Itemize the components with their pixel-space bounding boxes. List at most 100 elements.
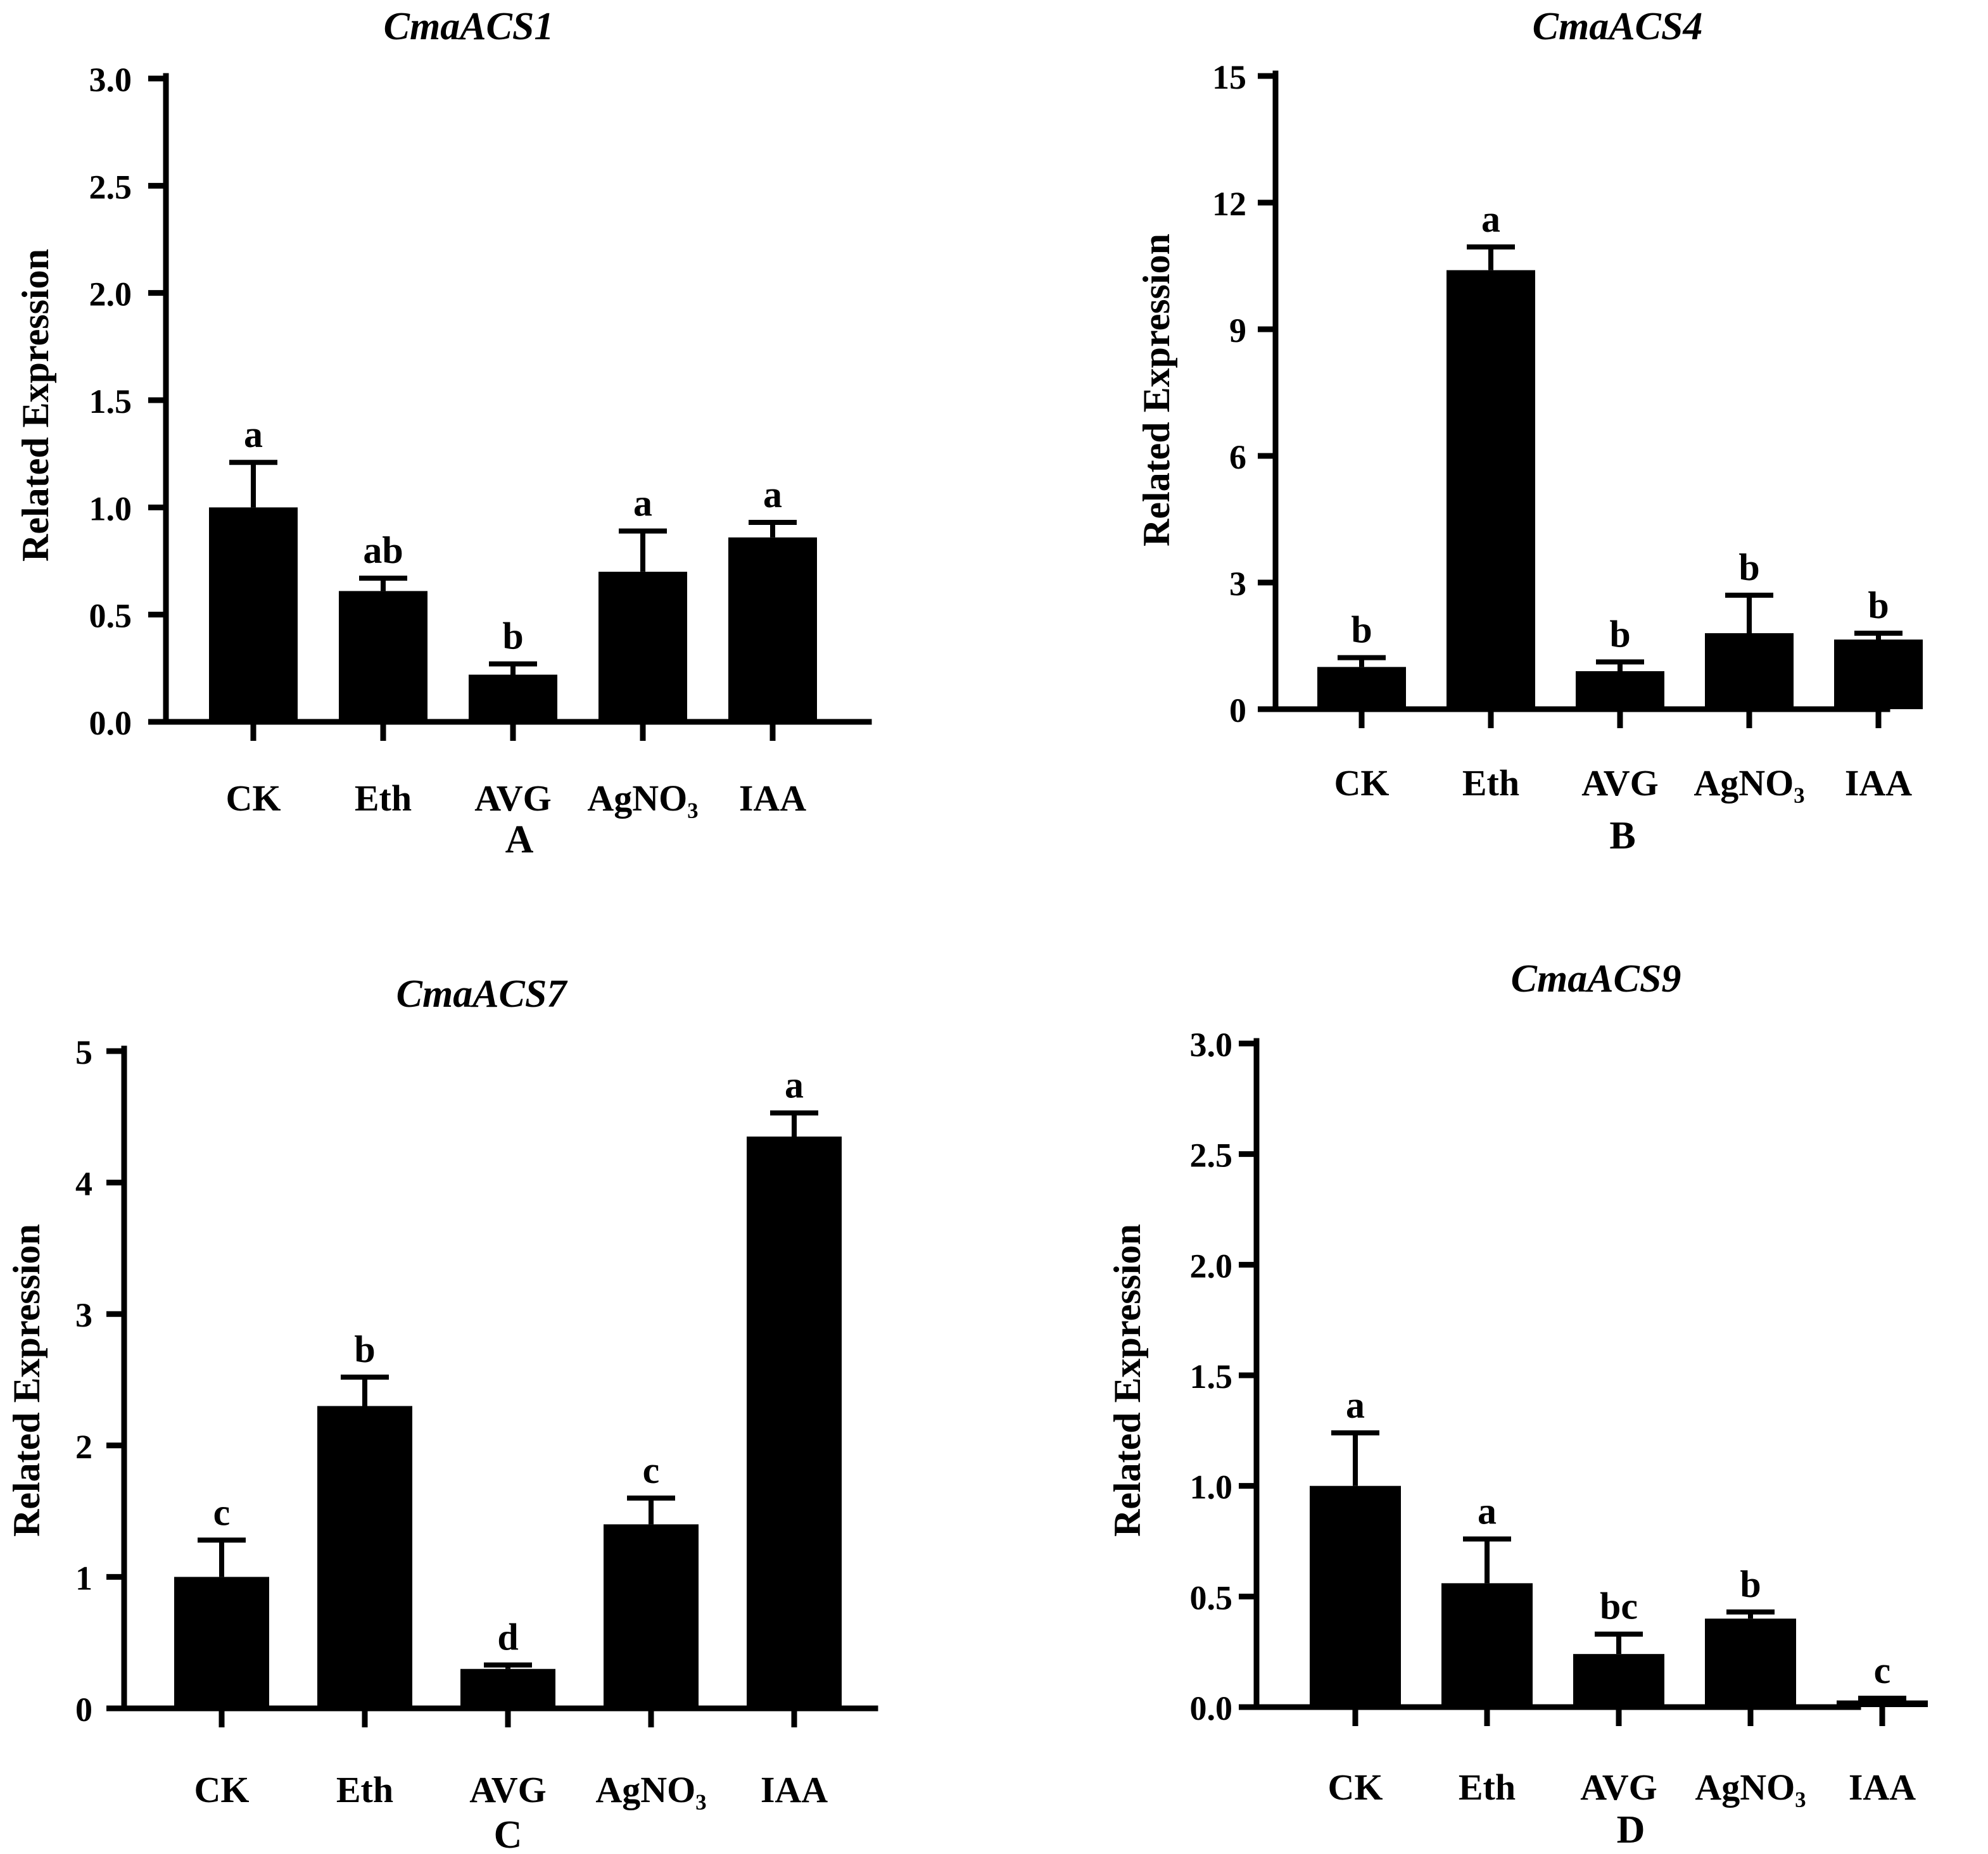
x-tick-label: AVG [1580,1767,1657,1808]
y-tick-label: 0.5 [1190,1579,1233,1617]
x-tick-label: AVG [1581,762,1658,804]
significance-label: b [1738,546,1759,588]
y-tick-label: 1.5 [89,382,132,420]
significance-label: a [1481,198,1500,240]
y-tick-label: 6 [1229,438,1246,476]
x-tick-label: Eth [355,778,412,819]
panel-label: B [1609,814,1635,857]
x-tick-label: AVG [469,1769,546,1810]
y-axis-label: Related Expression [15,249,56,562]
bar [1317,667,1406,709]
bar [747,1136,842,1708]
chart-panel-a: CmaACS1 0.0 0.5 1.0 1.5 2.0 2.5 3.0 Related Expr… [15,5,872,861]
y-tick-label: 15 [1212,58,1246,96]
y-axis-label: Related Expression [6,1224,47,1537]
x-tick-label: AgNO₃ [1694,762,1804,804]
y-tick-label: 2 [75,1428,92,1466]
x-tick-label: CK [1334,762,1390,804]
y-tick-label: 0.0 [89,704,132,742]
y-tick-label: 5 [75,1033,92,1071]
y-tick-label: 0.0 [1190,1689,1233,1727]
bar [1310,1485,1401,1707]
significance-label: a [763,474,782,515]
y-tick-label: 2.5 [89,168,132,206]
y-tick-label: 2.0 [89,275,132,313]
y-tick-label: 3 [1229,565,1246,603]
y-tick-label: 3.0 [1190,1026,1233,1064]
x-tick-label: AgNO₃ [1695,1767,1806,1808]
bar [339,591,427,722]
panel-label: A [505,818,534,861]
chart-title: CmaACS9 [1511,957,1681,1000]
y-tick-label: 2.0 [1190,1247,1233,1285]
significance-label: a [785,1064,804,1106]
significance-label: a [1346,1384,1365,1426]
bar [728,537,817,722]
x-tick-label: AgNO₃ [595,1769,706,1810]
significance-label: a [633,482,652,524]
significance-label: c [643,1449,660,1491]
y-tick-label: 9 [1229,312,1246,350]
significance-label: a [1478,1491,1497,1532]
chart-panel-d: CmaACS9 0.0 0.5 1.0 1.5 2.0 2.5 3.0 Related Expr… [1106,957,1928,1851]
y-tick-label: 1.5 [1190,1358,1233,1396]
bar [1705,633,1794,709]
chart-title: CmaACS7 [396,973,569,1016]
x-tick-label: CK [1328,1767,1383,1808]
chart-title: CmaACS4 [1533,5,1703,48]
significance-label: b [1351,609,1372,651]
bar [1834,640,1923,709]
bar [209,507,298,722]
y-tick-label: 12 [1212,185,1246,223]
chart-panel-b: CmaACS4 0 3 6 9 12 15 Related Expression CK b Eth a… [1136,5,1923,857]
bar [1573,1654,1664,1707]
bar [1447,270,1535,710]
x-tick-label: CK [226,778,281,819]
y-tick-label: 1.0 [89,489,132,527]
y-tick-label: 3.0 [89,61,132,99]
bar [604,1524,699,1708]
x-tick-label: AgNO₃ [587,778,698,819]
significance-label: ab [363,529,403,571]
x-tick-label: Eth [336,1769,393,1810]
bar [1441,1583,1533,1707]
panel-label: D [1617,1808,1645,1851]
y-tick-label: 0 [1229,691,1246,729]
bar [469,674,557,722]
chart-title: CmaACS1 [384,5,554,48]
significance-label: c [1874,1649,1891,1691]
significance-label: bc [1600,1586,1638,1627]
significance-label: a [244,413,263,455]
significance-label: b [1740,1563,1761,1605]
y-tick-label: 0 [75,1691,92,1729]
y-axis-label: Related Expression [1106,1224,1148,1537]
significance-label: b [1609,613,1630,655]
y-tick-label: 2.5 [1190,1137,1233,1175]
significance-label: b [1868,584,1889,626]
bar [1705,1618,1796,1707]
significance-label: c [213,1491,231,1533]
x-tick-label: IAA [1849,1767,1916,1808]
y-axis-label: Related Expression [1136,234,1177,546]
x-tick-label: IAA [739,778,806,819]
y-tick-label: 1.0 [1190,1468,1233,1506]
y-tick-label: 3 [75,1296,92,1334]
x-tick-label: AVG [474,778,551,819]
bar [1837,1700,1928,1707]
bar [460,1668,555,1708]
significance-label: b [354,1328,375,1370]
panel-label: C [494,1813,522,1854]
bar [174,1577,269,1708]
x-tick-label: Eth [1462,762,1519,804]
chart-panel-c: CmaACS7 0 1 2 3 4 5 Related Expression CK c Eth b AV… [6,973,878,1854]
significance-label: b [502,615,523,657]
y-tick-label: 4 [75,1165,92,1203]
x-tick-label: IAA [1845,762,1912,804]
y-tick-label: 0.5 [89,597,132,635]
bar [598,571,687,722]
bar [1576,671,1664,709]
y-tick-label: 1 [75,1559,92,1597]
x-tick-label: Eth [1459,1767,1516,1808]
